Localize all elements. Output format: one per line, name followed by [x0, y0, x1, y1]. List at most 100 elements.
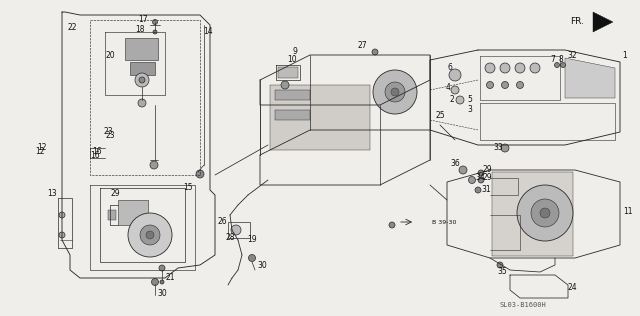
- Text: 20: 20: [105, 51, 115, 59]
- Bar: [228, 222, 250, 238]
- Text: 30: 30: [157, 289, 167, 299]
- Circle shape: [531, 199, 559, 227]
- Circle shape: [485, 63, 495, 73]
- Text: B 39-30: B 39-30: [432, 220, 456, 224]
- Circle shape: [500, 63, 510, 73]
- Circle shape: [449, 69, 461, 81]
- Text: 13: 13: [47, 189, 57, 198]
- Polygon shape: [275, 110, 310, 120]
- Circle shape: [502, 82, 509, 88]
- Text: 18: 18: [135, 26, 145, 34]
- Text: 25: 25: [435, 111, 445, 119]
- Circle shape: [248, 254, 255, 262]
- Circle shape: [150, 161, 158, 169]
- Circle shape: [373, 70, 417, 114]
- Circle shape: [385, 82, 405, 102]
- Text: 32: 32: [567, 51, 577, 59]
- Text: 29: 29: [110, 189, 120, 198]
- Circle shape: [139, 77, 145, 83]
- Text: 14: 14: [203, 27, 213, 37]
- Text: 12: 12: [37, 143, 47, 153]
- Circle shape: [530, 63, 540, 73]
- Text: 9: 9: [292, 47, 298, 57]
- Text: 10: 10: [287, 56, 297, 64]
- Circle shape: [231, 225, 241, 235]
- Text: 36: 36: [450, 159, 460, 167]
- Circle shape: [478, 177, 484, 183]
- Circle shape: [561, 63, 566, 68]
- Text: SL03-B1600H: SL03-B1600H: [500, 302, 547, 308]
- Text: 21: 21: [165, 274, 175, 283]
- Circle shape: [516, 82, 524, 88]
- Circle shape: [59, 232, 65, 238]
- Circle shape: [59, 212, 65, 218]
- Circle shape: [486, 82, 493, 88]
- Text: 5: 5: [468, 95, 472, 105]
- Circle shape: [389, 222, 395, 228]
- Text: 16: 16: [92, 148, 102, 156]
- Text: 6: 6: [447, 63, 452, 71]
- Text: 4: 4: [445, 83, 451, 93]
- Text: 15: 15: [183, 184, 193, 192]
- Circle shape: [497, 262, 503, 268]
- Circle shape: [554, 63, 559, 68]
- Circle shape: [196, 170, 204, 178]
- Text: 19: 19: [247, 235, 257, 245]
- Circle shape: [135, 73, 149, 87]
- Text: 30: 30: [257, 260, 267, 270]
- Circle shape: [153, 30, 157, 34]
- Polygon shape: [492, 172, 573, 256]
- Text: 28: 28: [225, 234, 235, 242]
- Text: 31: 31: [481, 185, 491, 195]
- Text: FR.: FR.: [570, 17, 584, 27]
- Text: 35: 35: [497, 268, 507, 276]
- Polygon shape: [108, 210, 116, 220]
- Text: 8: 8: [559, 56, 563, 64]
- Polygon shape: [130, 62, 155, 75]
- Text: 26: 26: [217, 217, 227, 227]
- Circle shape: [459, 166, 467, 174]
- Polygon shape: [278, 67, 298, 78]
- Text: 24: 24: [567, 283, 577, 293]
- Polygon shape: [125, 38, 158, 60]
- Circle shape: [372, 49, 378, 55]
- Circle shape: [281, 81, 289, 89]
- Text: 1: 1: [623, 51, 627, 59]
- Circle shape: [475, 187, 481, 193]
- Text: 34: 34: [475, 173, 485, 183]
- Text: 2: 2: [450, 95, 454, 105]
- Circle shape: [152, 278, 159, 285]
- Circle shape: [456, 96, 464, 104]
- Circle shape: [515, 63, 525, 73]
- Text: 33: 33: [493, 143, 503, 153]
- Circle shape: [140, 225, 160, 245]
- Polygon shape: [270, 85, 370, 150]
- Text: 29: 29: [482, 166, 492, 174]
- Circle shape: [138, 99, 146, 107]
- Text: 23: 23: [105, 131, 115, 139]
- Text: 11: 11: [623, 208, 633, 216]
- Circle shape: [478, 170, 484, 176]
- Text: 27: 27: [357, 40, 367, 50]
- Text: 3: 3: [468, 106, 472, 114]
- Circle shape: [391, 88, 399, 96]
- Text: 16: 16: [90, 150, 100, 160]
- Circle shape: [540, 208, 550, 218]
- Polygon shape: [275, 90, 310, 100]
- Circle shape: [501, 144, 509, 152]
- Polygon shape: [593, 12, 613, 32]
- Text: 29: 29: [482, 173, 492, 183]
- Circle shape: [159, 265, 165, 271]
- Circle shape: [152, 20, 157, 25]
- Polygon shape: [565, 58, 615, 98]
- Circle shape: [160, 280, 164, 284]
- Text: 7: 7: [550, 56, 556, 64]
- Text: 12: 12: [35, 148, 45, 156]
- Text: 23: 23: [103, 127, 113, 137]
- Text: 17: 17: [138, 15, 148, 25]
- Circle shape: [146, 231, 154, 239]
- Polygon shape: [118, 200, 148, 225]
- Circle shape: [468, 177, 476, 184]
- Circle shape: [517, 185, 573, 241]
- Circle shape: [451, 86, 459, 94]
